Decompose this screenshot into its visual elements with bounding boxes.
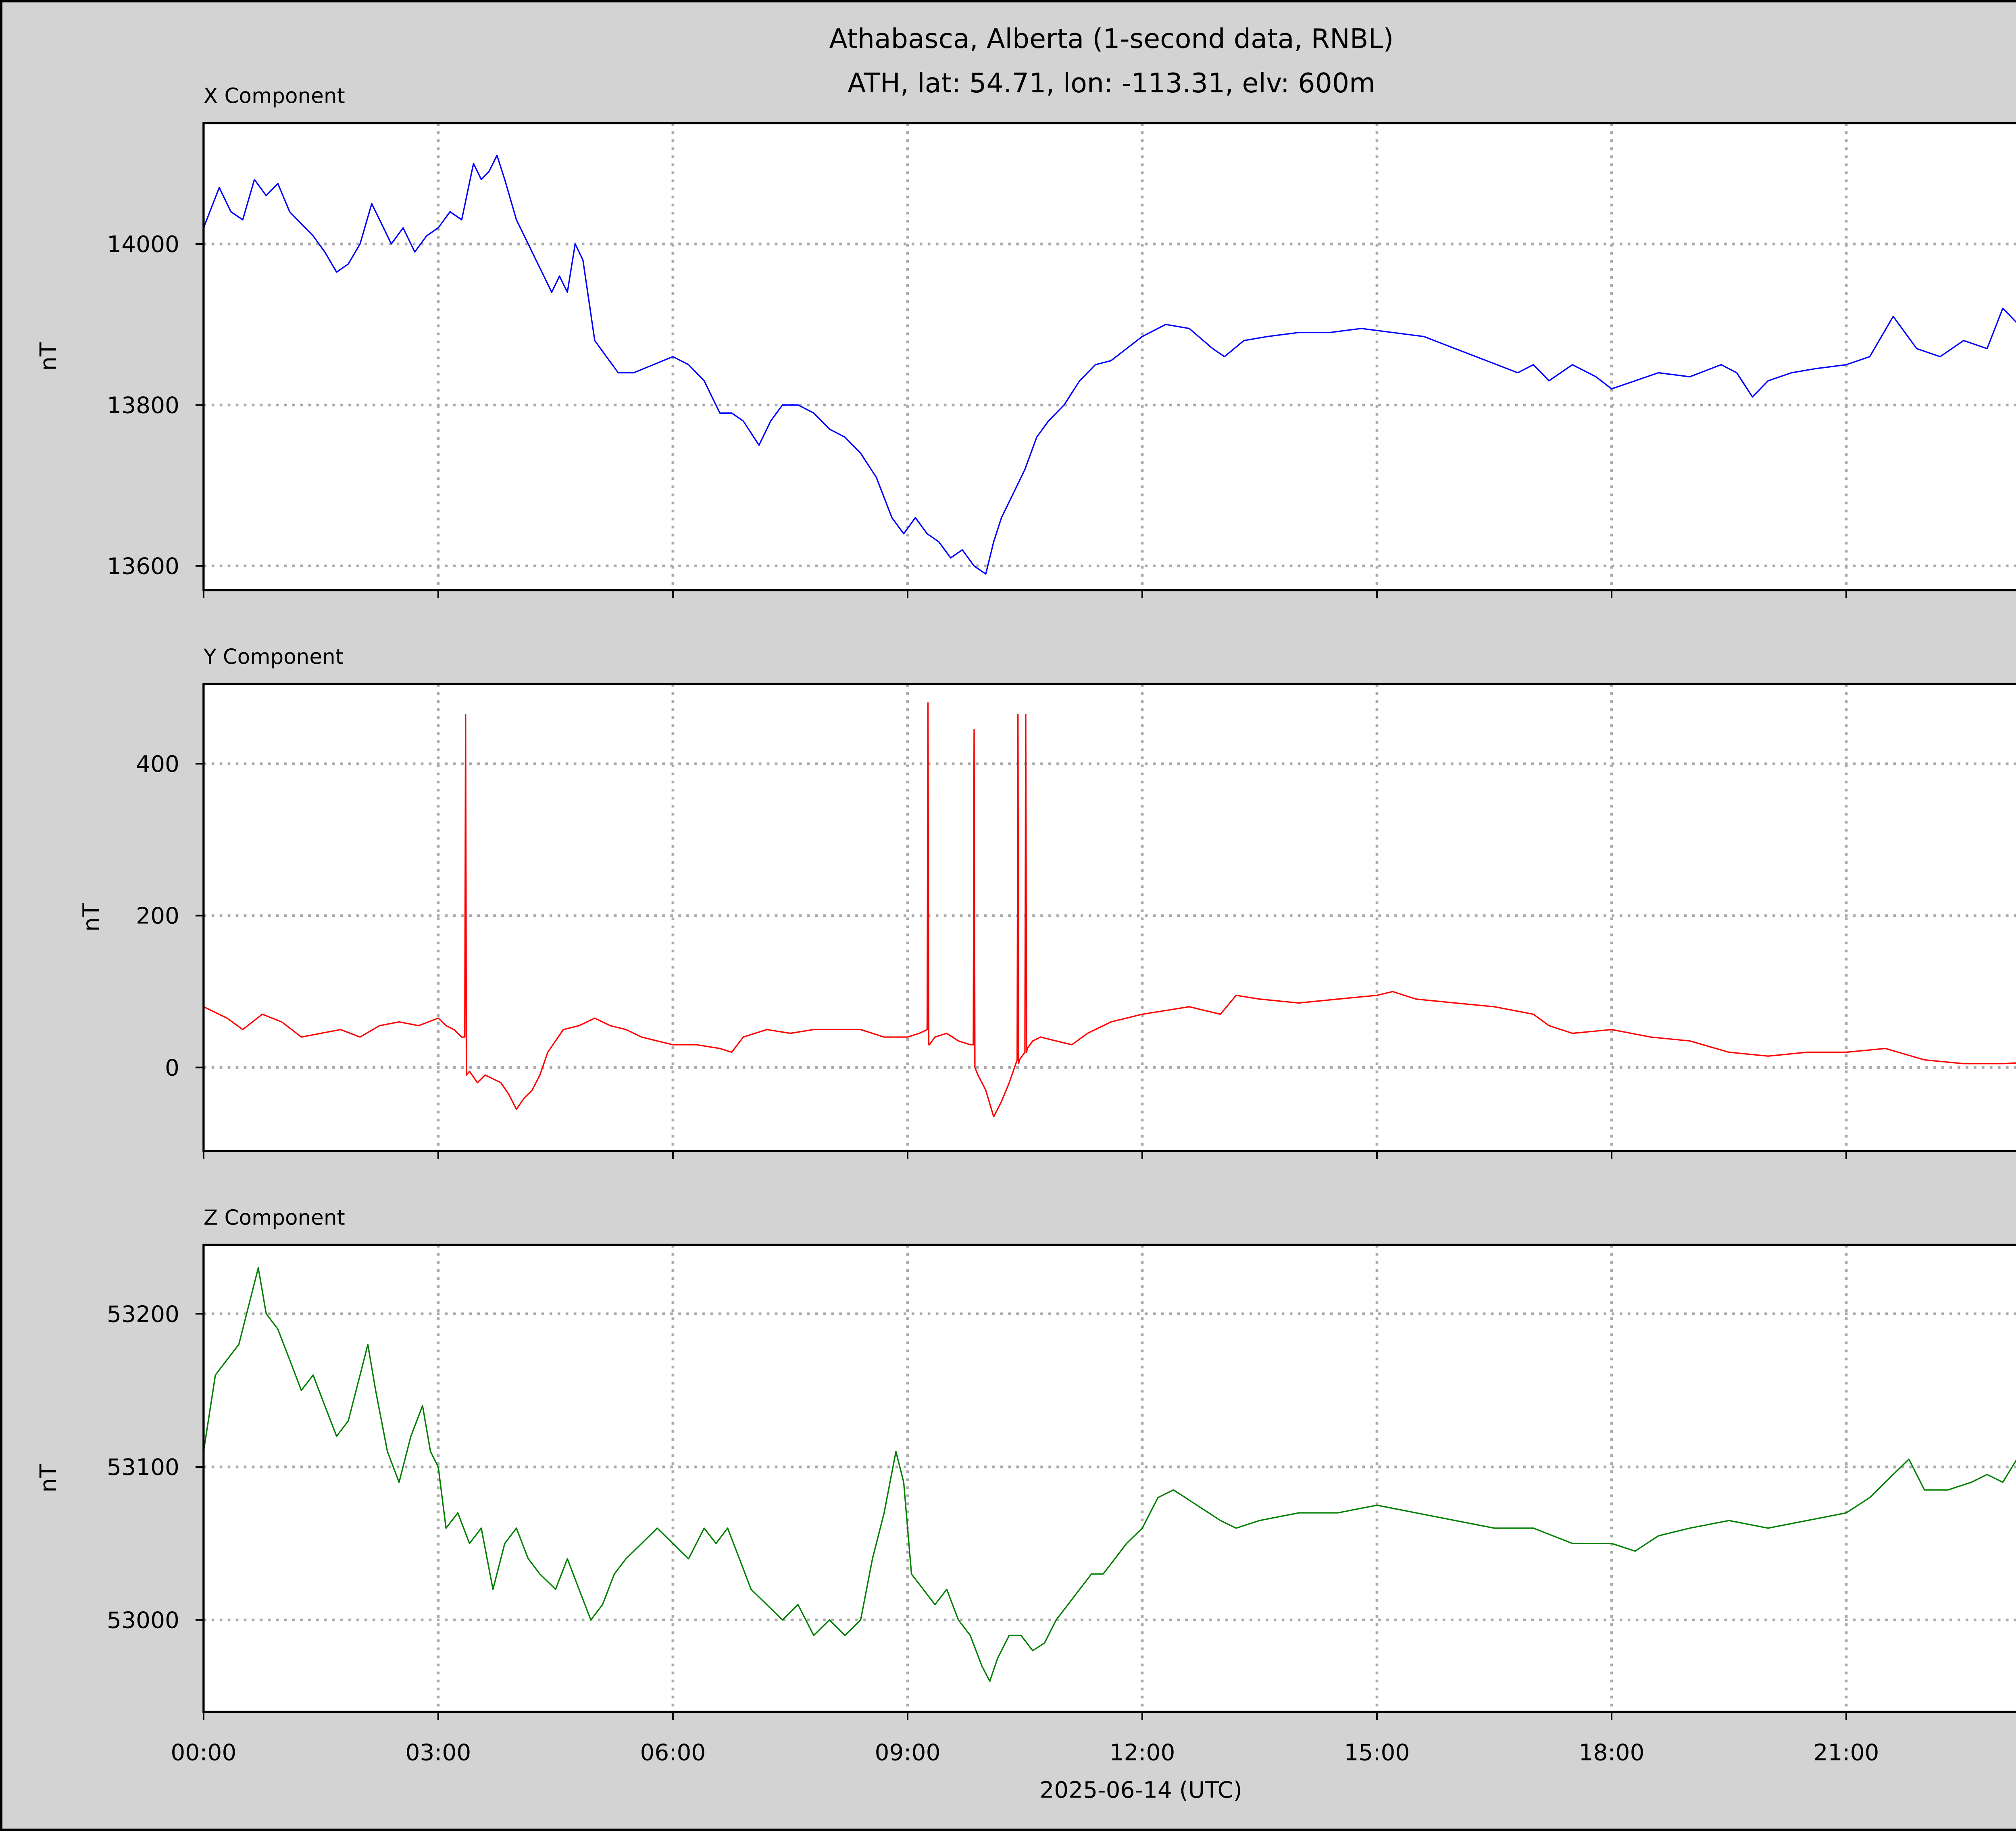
y-tick-label-y: 400	[136, 751, 179, 777]
x-tick-label: 09:00	[875, 1739, 940, 1766]
y-tick-label-z: 53100	[107, 1454, 179, 1481]
x-tick-label: 18:00	[1579, 1739, 1645, 1766]
y-axis-label-x: nT	[35, 342, 62, 371]
data-line-y-component	[203, 702, 2016, 1118]
plot-frame-x	[202, 122, 2016, 592]
panel-z-component: 00:00 03:00 06:00 09:00 12:00 15:00 18:00 21:00…	[35, 1206, 2016, 1766]
x-tick-label: 00:00	[171, 1739, 236, 1766]
panels-group: 13600 13800 14000 X Component nT 0 200 400 Y Com…	[35, 84, 2016, 1766]
panel-title-z: Z Component	[204, 1206, 345, 1230]
data-line-x-component	[203, 154, 2016, 575]
plot-frame-y	[202, 683, 2016, 1152]
y-axis-label-z: nT	[35, 1464, 62, 1493]
y-tick-label-z: 53000	[107, 1608, 179, 1634]
plot-frame-z	[202, 1244, 2016, 1713]
y-tick-label-x: 13600	[107, 554, 179, 580]
y-tick-label-y: 0	[165, 1055, 179, 1081]
panel-title-y: Y Component	[203, 645, 344, 669]
x-tick-label: 03:00	[405, 1739, 471, 1766]
panel-y-component: 0 200 400 Y Component nT	[78, 645, 2016, 1159]
x-axis-label: 2025-06-14 (UTC)	[1039, 1777, 1242, 1803]
y-tick-label-x: 14000	[107, 231, 179, 258]
plot-area-y	[203, 684, 2016, 1151]
x-tick-label: 15:00	[1344, 1739, 1410, 1766]
panel-title-x: X Component	[204, 84, 345, 108]
y-tick-label-x: 13800	[107, 392, 179, 419]
y-axis-label-y: nT	[78, 903, 104, 932]
x-tick-label: 12:00	[1110, 1739, 1175, 1766]
plot-area-x	[203, 123, 2016, 590]
y-tick-label-z: 53200	[107, 1301, 179, 1327]
x-tick-label: 06:00	[640, 1739, 706, 1766]
data-line-z-component	[203, 1267, 2016, 1682]
x-tick-label: 21:00	[1814, 1739, 1879, 1766]
plot-area-z	[203, 1245, 2016, 1712]
panel-x-component: 13600 13800 14000 X Component nT	[35, 84, 2016, 598]
figure-title-line1: Athabasca, Alberta (1-second data, RNBL)	[829, 23, 1393, 54]
y-tick-label-y: 200	[136, 903, 179, 929]
figure-title-line2: ATH, lat: 54.71, lon: -113.31, elv: 600m	[848, 67, 1375, 99]
